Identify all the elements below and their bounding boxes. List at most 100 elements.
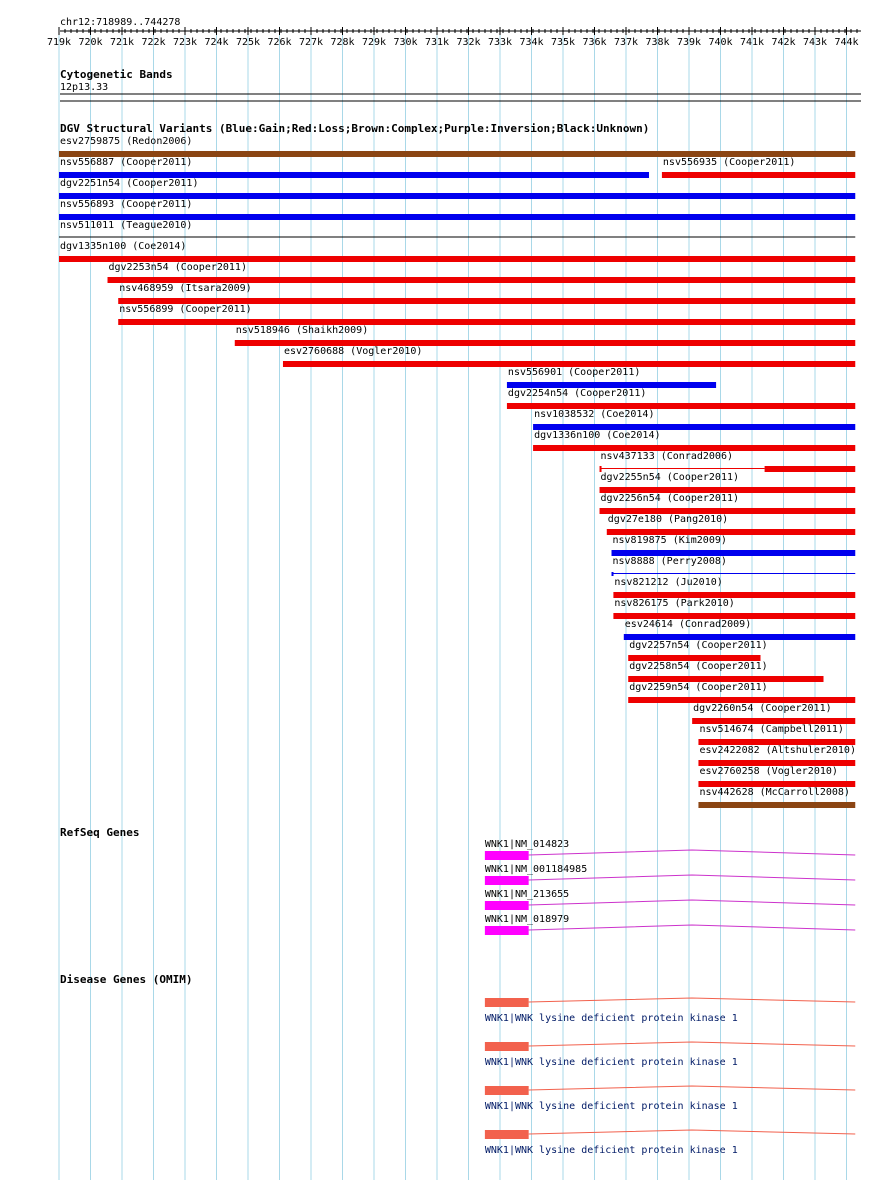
cytoband-track-title: Cytogenetic Bands [60,68,173,81]
ruler-tick-label: 728k [330,37,354,48]
gene-exon [484,876,529,885]
variant-label: esv2422082 (Altshuler2010) [699,745,856,756]
variant-bar [59,193,856,199]
variant-label: dgv2251n54 (Cooper2011) [60,178,198,189]
variant-label: dgv2255n54 (Cooper2011) [601,472,739,483]
variant-bar [506,382,717,388]
variant-bar [506,403,856,409]
ruler-tick-label: 737k [614,37,638,48]
gene-intron [528,874,856,881]
variant-bar [613,592,856,598]
gene-intron [528,849,856,856]
ruler-tick-label: 719k [47,37,71,48]
variant-bar [59,151,856,157]
ruler-tick-label: 729k [362,37,386,48]
variant-label: nsv826175 (Park2010) [614,598,734,609]
variant-bar [623,634,856,640]
gene-intron [528,924,856,931]
ruler-tick-label: 742k [771,37,795,48]
ruler-tick-label: 734k [519,37,543,48]
variant-bar [764,466,856,472]
variant-bar [59,256,856,262]
variant-bar [606,529,856,535]
variant-label: nsv442628 (McCarroll2008) [699,787,850,798]
gene-exon [484,926,529,935]
variant-bar [533,424,856,430]
variant-bar [118,319,856,325]
variant-bar [661,172,856,178]
gene-label: WNK1|NM_001184985 [485,864,587,875]
variant-label: nsv8888 (Perry2008) [613,556,727,567]
disease-gene-exon [484,998,529,1007]
variant-bar [282,361,856,367]
variant-bar [59,214,856,220]
ruler-tick-label: 740k [708,37,732,48]
ruler-tick-label: 739k [677,37,701,48]
variant-bar [628,676,824,682]
variant-bar [533,445,856,451]
variant-label: nsv556887 (Cooper2011) [60,157,192,168]
variant-bar [613,613,856,619]
ruler-tick-label: 735k [551,37,575,48]
variant-label: dgv2257n54 (Cooper2011) [629,640,767,651]
omim-track-title: Disease Genes (OMIM) [60,973,192,986]
refseq-track-title: RefSeq Genes [60,826,139,839]
disease-gene-exon [484,1086,529,1095]
variant-label: dgv2260n54 (Cooper2011) [693,703,831,714]
ruler-tick-label: 727k [299,37,323,48]
ruler-tick-label: 723k [173,37,197,48]
variant-label: nsv511011 (Teague2010) [60,220,192,231]
ruler-tick-label: 725k [236,37,260,48]
disease-gene-label: WNK1|WNK lysine deficient protein kinase… [485,1145,738,1156]
variant-bar [692,718,856,724]
disease-gene-label: WNK1|WNK lysine deficient protein kinase… [485,1101,738,1112]
variant-label: nsv556901 (Cooper2011) [508,367,640,378]
variant-bar [698,739,856,745]
ruler: chr12:718989..744278 719k 720k 721k 722k 723… [47,17,861,48]
variant-label: dgv1335n100 (Coe2014) [60,241,186,252]
variant-bar [234,340,856,346]
variant-bar [698,781,856,787]
grid-lines [58,34,847,1180]
dgv-track-title: DGV Structural Variants (Blue:Gain;Red:L… [60,122,649,135]
variant-bar [118,298,856,304]
ruler-tick-label: 724k [204,37,228,48]
cytoband-track: Cytogenetic Bands 12p13.33 [60,68,861,102]
ruler-tick-label: 738k [645,37,669,48]
variant-label: dgv2254n54 (Cooper2011) [508,388,646,399]
variant-bar [611,550,856,556]
variant-label: nsv468959 (Itsara2009) [119,283,251,294]
variant-label: nsv1038532 (Coe2014) [534,409,654,420]
ruler-tick-label: 733k [488,37,512,48]
variant-bar [599,508,856,514]
gene-label: WNK1|NM_018979 [485,914,569,925]
variant-label: nsv514674 (Campbell2011) [699,724,844,735]
disease-gene-intron [528,1129,856,1135]
variant-label: esv2760688 (Vogler2010) [284,346,422,357]
variant-bar [698,802,856,808]
variant-label: nsv819875 (Kim2009) [613,535,727,546]
ruler-tick-label: 731k [425,37,449,48]
cytoband-label: 12p13.33 [60,82,108,93]
variant-label: esv2759875 (Redon2006) [60,136,192,147]
disease-gene-exon [484,1130,529,1139]
variant-label: nsv556893 (Cooper2011) [60,199,192,210]
gene-exon [484,901,529,910]
variant-label: nsv556899 (Cooper2011) [119,304,251,315]
variant-bar [107,277,856,283]
region-label: chr12:718989..744278 [60,17,180,28]
gene-exon [484,851,529,860]
disease-gene-label: WNK1|WNK lysine deficient protein kinase… [485,1057,738,1068]
gene-label: WNK1|NM_213655 [485,889,569,900]
ruler-tick-label: 732k [456,37,480,48]
gene-label: WNK1|NM_014823 [485,839,569,850]
variant-bar [698,760,856,766]
variant-label: dgv1336n100 (Coe2014) [534,430,660,441]
variant-label: dgv2253n54 (Cooper2011) [109,262,247,273]
gene-intron [528,899,856,906]
variant-bar [599,466,602,472]
ruler-tick-label: 744k [834,37,858,48]
variant-label: esv24614 (Conrad2009) [625,619,751,630]
variant-label: nsv556935 (Cooper2011) [663,157,795,168]
